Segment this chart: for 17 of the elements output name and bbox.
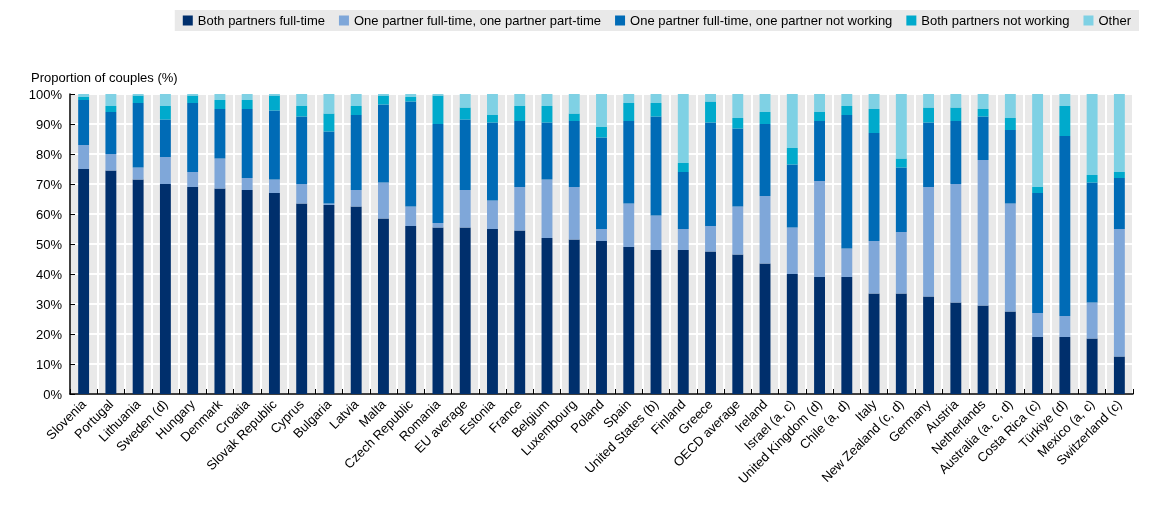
- y-axis-title: Proportion of couples (%): [31, 70, 178, 85]
- y-tick-label: 70%: [35, 176, 63, 192]
- y-tick-label: 100%: [28, 86, 63, 102]
- legend-label: Both partners full-time: [197, 13, 325, 28]
- legend-label: Other: [1098, 13, 1132, 28]
- y-tick-label: 80%: [35, 146, 63, 162]
- y-tick-label: 20%: [35, 326, 63, 342]
- y-tick-label: 10%: [35, 356, 63, 372]
- y-tick-label: 30%: [35, 296, 63, 312]
- legend-label: Both partners not working: [921, 13, 1070, 28]
- y-tick-label: 50%: [35, 236, 63, 252]
- y-tick-label: 90%: [35, 116, 63, 132]
- y-tick-label: 0%: [43, 386, 63, 402]
- legend-label: One partner full-time, one partner part-time: [353, 13, 602, 28]
- y-tick-label: 60%: [35, 206, 63, 222]
- legend-label: One partner full-time, one partner not working: [630, 13, 893, 28]
- y-tick-label: 40%: [35, 266, 63, 282]
